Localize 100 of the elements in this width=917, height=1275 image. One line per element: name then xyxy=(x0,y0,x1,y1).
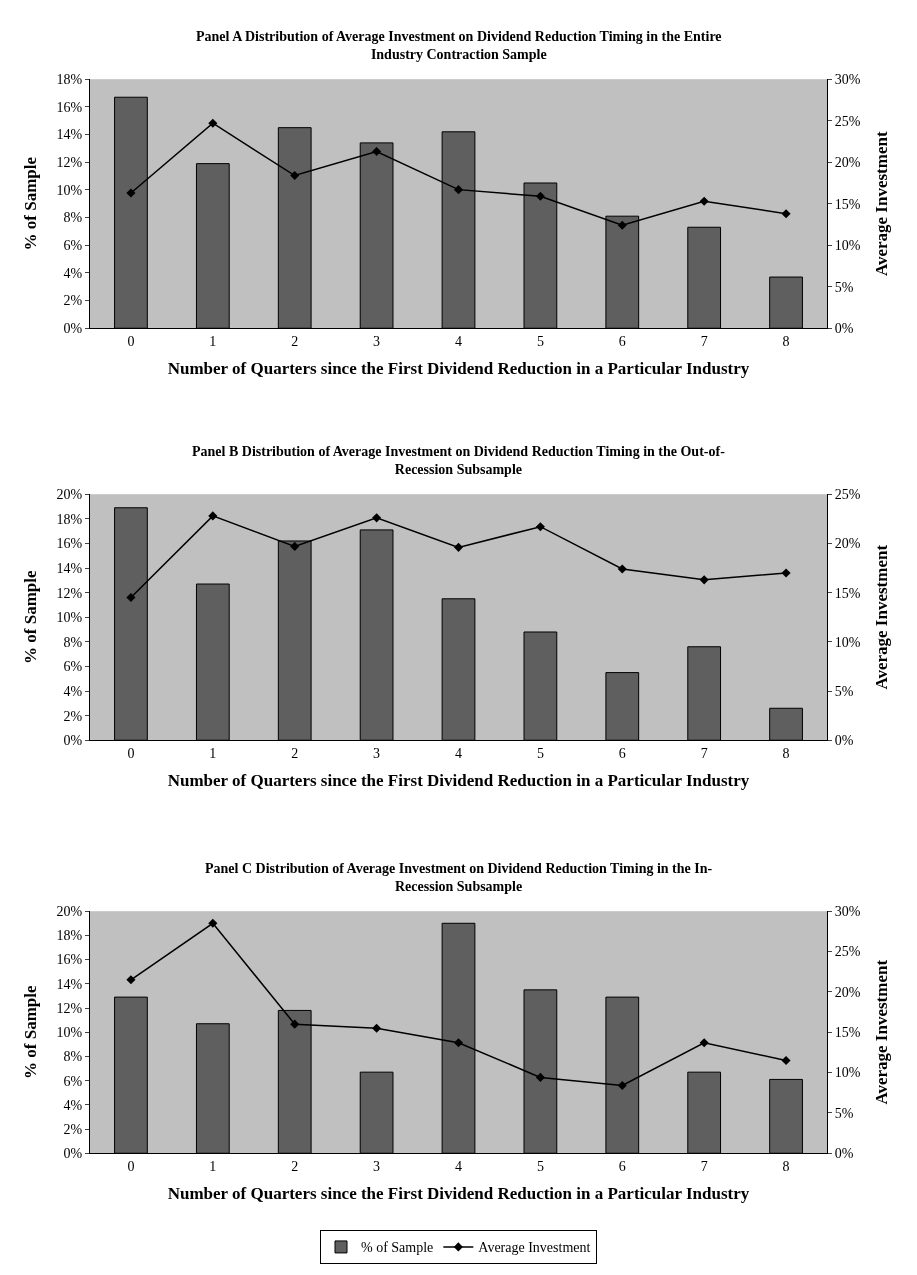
y2-tick-label: 5% xyxy=(834,683,854,699)
x-axis-title: Number of Quarters since the First Dividend Reduction in a Particular Industry xyxy=(167,359,750,379)
x-tick-label: 0 xyxy=(127,1159,135,1175)
x-axis-title: Number of Quarters since the First Dividend Reduction in a Particular Industry xyxy=(167,1184,750,1204)
y-axis-title: % of Sample xyxy=(21,985,41,1079)
point xyxy=(535,191,545,201)
y2-tick-label: 30% xyxy=(834,904,861,920)
point xyxy=(535,1072,545,1082)
point xyxy=(208,511,218,521)
y2-tick-label: 25% xyxy=(834,113,861,129)
y-tick-label: 2% xyxy=(63,293,83,309)
y-tick-label: 2% xyxy=(63,1121,83,1137)
point xyxy=(126,188,136,198)
y2-tick-label: 0% xyxy=(834,733,854,749)
x-tick-label: 4 xyxy=(455,1159,462,1175)
y2-tick-label: 20% xyxy=(834,984,861,1000)
y2-tick-label: 10% xyxy=(834,238,861,254)
y-tick-label: 14% xyxy=(56,976,83,992)
point xyxy=(617,1080,627,1091)
point xyxy=(453,185,464,195)
y-axis-title: % of Sample xyxy=(21,156,41,251)
x-tick-label: 0 xyxy=(127,746,135,762)
x-tick-label: 2 xyxy=(291,746,299,762)
x-tick-label: 7 xyxy=(700,746,708,762)
x-tick-label: 3 xyxy=(373,746,381,762)
y2-tick-label: 10% xyxy=(834,634,861,650)
y2-tick-label: 15% xyxy=(834,585,861,601)
x-tick-label: 6 xyxy=(618,746,626,762)
y-tick-label: 20% xyxy=(56,487,83,503)
x-tick-label: 4 xyxy=(455,334,462,350)
y-tick-label: 6% xyxy=(63,1073,83,1089)
point xyxy=(126,593,136,603)
y2-tick-label: 10% xyxy=(834,1065,861,1081)
point xyxy=(781,209,791,219)
y-tick-label: 16% xyxy=(56,536,83,552)
y2-tick-label: 25% xyxy=(834,487,861,503)
y-tick-label: 10% xyxy=(56,610,83,626)
y2-axis-title: Average Investment xyxy=(872,959,892,1105)
point xyxy=(372,513,382,523)
y2-tick-label: 0% xyxy=(834,321,854,337)
y-tick-label: 4% xyxy=(63,683,83,699)
point xyxy=(781,568,791,578)
y-axis-title: % of Sample xyxy=(21,570,41,664)
x-tick-label: 6 xyxy=(618,334,626,350)
point xyxy=(699,1038,709,1048)
x-tick-label: 6 xyxy=(618,1159,626,1175)
y2-tick-label: 15% xyxy=(834,1025,861,1041)
y-tick-label: 12% xyxy=(56,585,83,601)
y-tick-label: 4% xyxy=(63,1097,83,1113)
x-tick-label: 2 xyxy=(291,1159,299,1175)
x-tick-label: 5 xyxy=(536,1159,544,1175)
x-tick-label: 3 xyxy=(373,334,381,350)
y-tick-label: 4% xyxy=(63,265,83,281)
y-tick-label: 18% xyxy=(56,72,83,88)
point xyxy=(617,564,627,574)
x-tick-label: 3 xyxy=(373,1159,381,1175)
y2-tick-label: 0% xyxy=(834,1146,854,1162)
y2-tick-label: 20% xyxy=(834,536,861,552)
y-tick-label: 12% xyxy=(56,1000,83,1016)
x-tick-label: 5 xyxy=(536,746,544,762)
y-tick-label: 16% xyxy=(56,99,83,115)
y2-tick-label: 5% xyxy=(834,1105,854,1121)
y2-tick-label: 25% xyxy=(834,944,861,960)
y-tick-label: 0% xyxy=(63,321,83,337)
point xyxy=(372,1023,382,1033)
x-tick-label: 8 xyxy=(782,334,790,350)
point xyxy=(453,1038,464,1048)
point xyxy=(781,1055,791,1066)
x-tick-label: 2 xyxy=(291,334,299,350)
x-tick-label: 8 xyxy=(782,746,790,762)
x-tick-label: 5 xyxy=(536,334,544,350)
point xyxy=(126,975,136,985)
x-tick-label: 1 xyxy=(209,1159,217,1175)
y-tick-label: 10% xyxy=(56,182,83,198)
x-axis-title: Number of Quarters since the First Dividend Reduction in a Particular Industry xyxy=(167,771,750,791)
y2-tick-label: 15% xyxy=(834,196,861,212)
y-tick-label: 16% xyxy=(56,952,83,968)
chart-title: Panel A Distribution of Average Investment on Dividend Reduction Timing in the Entire Industry Contraction Sample xyxy=(196,29,722,63)
y-tick-label: 14% xyxy=(56,127,83,143)
y-tick-label: 10% xyxy=(56,1025,83,1041)
y-tick-label: 2% xyxy=(63,708,83,724)
y-tick-label: 0% xyxy=(63,733,83,749)
y-tick-label: 18% xyxy=(56,928,83,944)
y-tick-label: 0% xyxy=(63,1146,83,1162)
legend-label: Average Investment xyxy=(478,1240,591,1256)
y-tick-label: 20% xyxy=(56,904,83,920)
y2-tick-label: 5% xyxy=(834,279,854,295)
y-tick-label: 6% xyxy=(63,659,83,675)
x-tick-label: 8 xyxy=(782,1159,790,1175)
x-tick-label: 0 xyxy=(127,334,135,350)
chart-title: Panel C Distribution of Average Investment on Dividend Reduction Timing in the In-Recession Subsample xyxy=(205,861,713,895)
point xyxy=(453,542,464,552)
point xyxy=(372,146,382,157)
y-tick-label: 6% xyxy=(63,238,83,254)
y-tick-label: 12% xyxy=(56,155,83,171)
x-tick-label: 7 xyxy=(700,334,708,350)
x-tick-label: 1 xyxy=(209,746,217,762)
y2-axis-title: Average Investment xyxy=(872,544,892,690)
y-tick-label: 8% xyxy=(63,210,83,226)
point xyxy=(617,220,627,230)
